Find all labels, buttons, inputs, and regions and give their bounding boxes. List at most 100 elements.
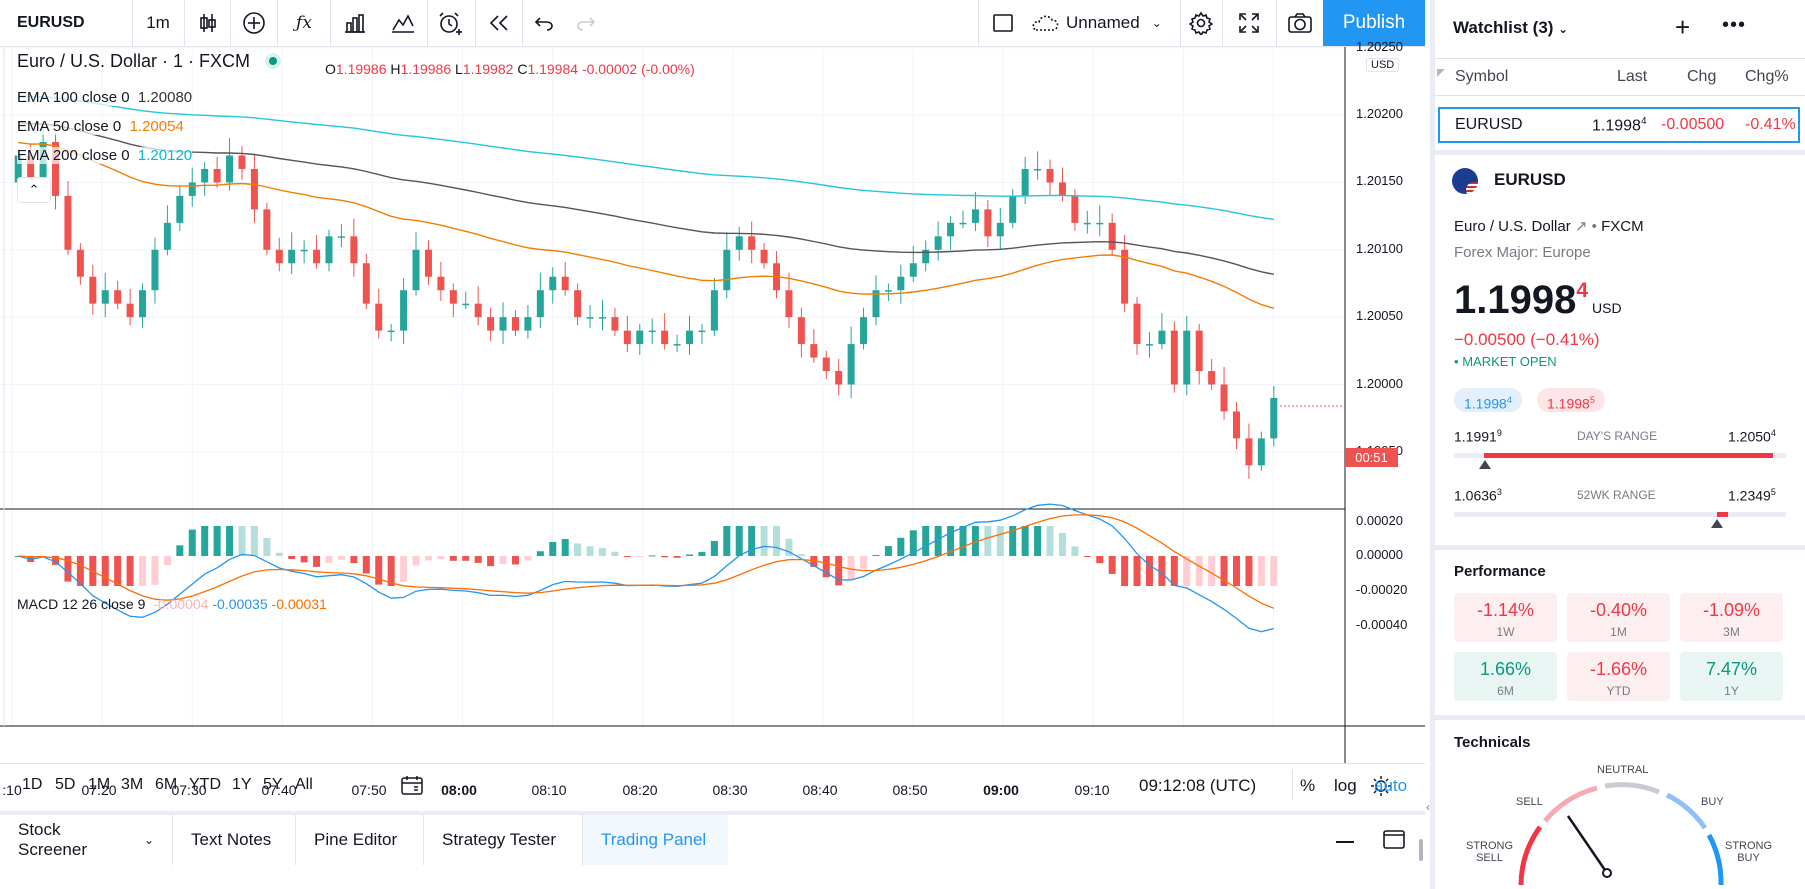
candle-body xyxy=(661,330,669,345)
ema50-legend[interactable]: EMA 50 close 0 1.20054 xyxy=(17,118,184,135)
strong-buy-line1: STRONG xyxy=(1725,840,1773,852)
symbol-label: EURUSD xyxy=(17,14,85,31)
range-ytd[interactable]: YTD xyxy=(189,776,221,793)
range-all[interactable]: All xyxy=(295,776,313,793)
symbol-search-button[interactable]: EURUSD xyxy=(0,0,130,46)
tab-label: Strategy Tester xyxy=(442,830,557,849)
technicals-gauge[interactable] xyxy=(1505,770,1735,889)
range-5y[interactable]: 5Y xyxy=(263,776,283,793)
column-chgp[interactable]: Chg% xyxy=(1745,68,1789,85)
performance-cell-6m[interactable]: 1.66% 6M xyxy=(1454,652,1557,701)
performance-value: 7.47% xyxy=(1705,659,1758,679)
select-layout-button[interactable] xyxy=(980,0,1025,46)
strong-buy-line2: BUY xyxy=(1737,852,1760,864)
macd-hist-bar xyxy=(996,526,1004,556)
watchlist-title-button[interactable]: Watchlist (3) ⌄ xyxy=(1453,18,1568,38)
add-symbol-button[interactable]: + xyxy=(1675,12,1690,43)
macd-hist-bar xyxy=(288,556,296,559)
days-low-main: 1.1991 xyxy=(1454,428,1497,445)
candle-body xyxy=(1208,371,1216,385)
performance-cell-1m[interactable]: -0.40% 1M xyxy=(1567,593,1670,642)
auto-toggle[interactable]: auto xyxy=(1374,776,1408,795)
ema100-line xyxy=(18,121,1274,275)
settings-button[interactable] xyxy=(1181,0,1221,46)
ema200-legend[interactable]: EMA 200 close 0 1.20120 xyxy=(17,147,193,164)
macd-legend[interactable]: MACD 12 26 close 9 -0.00004 -0.00035 -0.… xyxy=(17,596,327,612)
price-chart[interactable] xyxy=(0,47,1425,763)
sun-icon xyxy=(1371,776,1391,796)
compare-button[interactable] xyxy=(231,0,276,46)
watchlist-row[interactable]: EURUSD 1.19984 -0.00500 -0.41% xyxy=(1438,107,1800,143)
goto-date-button[interactable] xyxy=(400,774,424,801)
range-toolbar: 1D 5D 1M 3M 6M YTD 1Y 5Y All 09:12:08 (UTC) % lo… xyxy=(0,763,1425,806)
tab-stock-screener[interactable]: Stock Screener ⌄ xyxy=(0,815,173,865)
range-3m[interactable]: 3M xyxy=(121,776,144,793)
column-symbol[interactable]: Symbol xyxy=(1455,68,1509,85)
macd-hist-bar xyxy=(362,556,370,574)
macd-hist-bar xyxy=(1058,532,1066,556)
status-dot-icon: • xyxy=(1454,354,1459,369)
details-name[interactable]: Euro / U.S. Dollar xyxy=(1454,218,1571,235)
tab-strategy-tester[interactable]: Strategy Tester xyxy=(424,815,583,865)
time-tick: 07:30 xyxy=(171,782,207,798)
candle-body xyxy=(487,317,495,331)
wk52-low-main: 1.0636 xyxy=(1454,487,1497,504)
external-link-icon[interactable]: ↗ xyxy=(1574,218,1588,235)
range-1y[interactable]: 1Y xyxy=(232,776,252,793)
performance-cell-1w[interactable]: -1.14% 1W xyxy=(1454,593,1557,642)
indicators-button[interactable]: ƒx xyxy=(278,0,330,46)
log-toggle[interactable]: log xyxy=(1334,776,1357,795)
details-symbol[interactable]: EURUSD xyxy=(1494,170,1566,189)
chart-style-button[interactable] xyxy=(185,0,230,46)
ema100-legend[interactable]: EMA 100 close 0 1.20080 xyxy=(17,89,193,106)
more-button[interactable]: ••• xyxy=(1722,14,1746,37)
templates-button[interactable] xyxy=(380,0,425,46)
macd-hist-bar xyxy=(325,556,333,563)
candle-body xyxy=(14,155,22,183)
performance-cell-ytd[interactable]: -1.66% YTD xyxy=(1567,652,1670,701)
interval-button[interactable]: 1m xyxy=(133,0,183,46)
macd-hist-bar xyxy=(101,556,109,586)
minimize-icon[interactable] xyxy=(1336,841,1354,843)
range-1m[interactable]: 1M xyxy=(88,776,111,793)
scale-settings-button[interactable] xyxy=(1370,775,1392,802)
snapshot-button[interactable] xyxy=(1277,0,1322,46)
candle-body xyxy=(499,317,507,331)
candle-body xyxy=(1270,397,1278,439)
currency-tag[interactable]: USD xyxy=(1366,58,1400,72)
tab-text-notes[interactable]: Text Notes xyxy=(173,815,296,865)
publish-button[interactable]: Publish xyxy=(1323,0,1425,46)
ohlc-values: O1.19986 H1.19986 L1.19982 C1.19984 -0.0… xyxy=(325,61,695,77)
candle-body xyxy=(64,195,72,250)
candle-body xyxy=(723,249,731,291)
percent-toggle[interactable]: % xyxy=(1300,776,1316,795)
chart-pane[interactable]: Euro / U.S. Dollar · 1 · FXCM O1.19986 H… xyxy=(0,39,1425,807)
fullscreen-button[interactable] xyxy=(1223,0,1275,46)
alert-button[interactable] xyxy=(428,0,473,46)
replay-button[interactable] xyxy=(476,0,521,46)
financials-button[interactable] xyxy=(331,0,379,46)
undo-button[interactable] xyxy=(523,0,565,46)
candle-body xyxy=(586,317,594,319)
layout-name-button[interactable]: Unnamed ⌄ xyxy=(1030,0,1180,46)
tab-pine-editor[interactable]: Pine Editor xyxy=(296,815,424,865)
range-5d[interactable]: 5D xyxy=(55,776,76,793)
details-category[interactable]: Forex Major: Europe xyxy=(1454,244,1591,261)
performance-cell-1y[interactable]: 7.47% 1Y xyxy=(1680,652,1783,701)
redo-button[interactable] xyxy=(565,0,607,46)
column-last[interactable]: Last xyxy=(1617,68,1648,85)
maximize-panel-button[interactable] xyxy=(1382,829,1406,856)
scrollbar[interactable] xyxy=(1419,839,1423,861)
collapse-legend-button[interactable]: ⌃ xyxy=(17,177,51,203)
collapse-sidebar-handle[interactable]: ‹ xyxy=(1426,800,1430,814)
clock-display[interactable]: 09:12:08 (UTC) xyxy=(1139,776,1257,795)
candle-body xyxy=(151,249,159,291)
macd-tick: -0.00020 xyxy=(1356,582,1408,597)
column-chg[interactable]: Chg xyxy=(1687,68,1717,85)
range-6m[interactable]: 6M xyxy=(155,776,178,793)
range-1d[interactable]: 1D xyxy=(22,776,43,793)
time-tick: 08:20 xyxy=(622,782,658,798)
tab-trading-panel[interactable]: Trading Panel xyxy=(583,815,728,865)
macd-hist-bar xyxy=(412,556,420,566)
performance-cell-3m[interactable]: -1.09% 3M xyxy=(1680,593,1783,642)
